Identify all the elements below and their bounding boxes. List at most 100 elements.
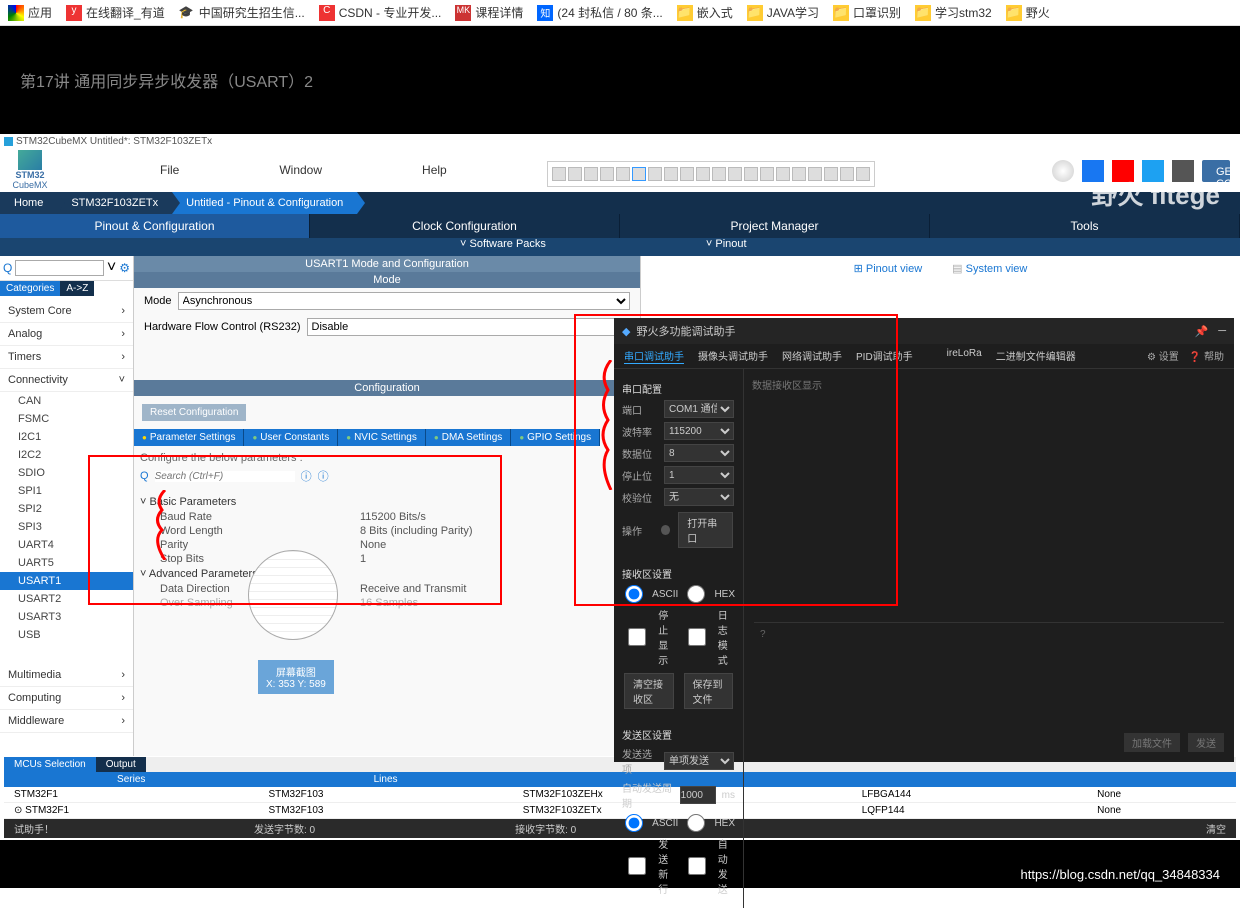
tool-icon[interactable] [808, 167, 822, 181]
bookmark-item[interactable]: MK课程详情 [455, 4, 523, 21]
tab-project[interactable]: Project Manager [620, 214, 930, 238]
cfg-tab[interactable]: Parameter Settings [134, 429, 244, 446]
period-input[interactable] [680, 786, 716, 804]
tool-icon[interactable] [680, 167, 694, 181]
bookmark-item[interactable]: 知(24 封私信 / 80 条... [537, 4, 662, 21]
help-link[interactable]: ❓ 帮助 [1189, 348, 1224, 363]
tool-tab[interactable]: ireLoRa [947, 348, 982, 364]
mcu-tab[interactable]: MCUs Selection [4, 757, 96, 772]
reset-button[interactable]: Reset Configuration [142, 404, 246, 421]
tool-tab[interactable]: 二进制文件编辑器 [996, 348, 1076, 364]
tree-item[interactable]: USART3 [0, 608, 133, 626]
tool-icon[interactable] [760, 167, 774, 181]
tree-item-selected[interactable]: USART1 [0, 572, 133, 590]
info-icon[interactable]: ⓘ [301, 468, 312, 484]
pin-icon[interactable]: 📌 [1195, 325, 1209, 338]
tree-item[interactable]: CAN [0, 392, 133, 410]
tool-icon[interactable] [664, 167, 678, 181]
mode-select[interactable]: Asynchronous [178, 292, 630, 310]
minimize-icon[interactable]: ─ [1218, 325, 1226, 338]
tree-group[interactable]: Timers› [0, 346, 133, 369]
tx-option-select[interactable]: 单项发送 [664, 752, 734, 770]
categories-tab[interactable]: Categories [0, 281, 60, 296]
tool-icon[interactable] [616, 167, 630, 181]
dropdown-icon[interactable]: ˅ [107, 259, 116, 277]
tree-item[interactable]: USART2 [0, 590, 133, 608]
settings-link[interactable]: ⚙ 设置 [1147, 348, 1179, 363]
cfg-tab[interactable]: User Constants [244, 429, 338, 446]
stopbits-select[interactable]: 1 [664, 466, 734, 484]
bookmark-folder[interactable]: 📁野火 [1006, 4, 1050, 21]
tool-icon[interactable] [648, 167, 662, 181]
cfg-tab[interactable]: GPIO Settings [511, 429, 600, 446]
tool-tab[interactable]: 串口调试助手 [624, 348, 684, 364]
breadcrumb-item[interactable]: Untitled - Pinout & Configuration [172, 192, 357, 214]
tree-group[interactable]: Analog› [0, 323, 133, 346]
port-select[interactable]: COM1 通信▾ [664, 400, 734, 418]
tree-group[interactable]: Connectivity˅ [0, 369, 133, 392]
tree-group[interactable]: Multimedia› [0, 664, 133, 687]
info-icon[interactable]: ⓘ [318, 468, 329, 484]
tree-item[interactable]: SPI1 [0, 482, 133, 500]
bookmark-folder[interactable]: 📁口罩识别 [833, 4, 901, 21]
tree-item[interactable]: SDIO [0, 464, 133, 482]
bookmark-folder[interactable]: 📁学习stm32 [915, 4, 992, 21]
param-section[interactable]: ˅ Advanced Parameters [140, 566, 634, 582]
pinout-view-toggle[interactable]: ⊞ Pinout view [854, 262, 923, 275]
search-icon[interactable]: Q [3, 261, 12, 275]
bookmark-item[interactable]: CCSDN - 专业开发... [319, 4, 442, 21]
tree-item[interactable]: SPI2 [0, 500, 133, 518]
baud-select[interactable]: 115200 [664, 422, 734, 440]
tool-icon[interactable] [568, 167, 582, 181]
cfg-tab[interactable]: DMA Settings [426, 429, 511, 446]
load-file-button[interactable]: 加载文件 [1124, 733, 1180, 752]
tree-group[interactable]: Middleware› [0, 710, 133, 733]
bookmark-folder[interactable]: 📁嵌入式 [677, 4, 733, 21]
param-search[interactable] [155, 471, 295, 482]
output-tab[interactable]: Output [96, 757, 146, 772]
tree-item[interactable]: UART4 [0, 536, 133, 554]
tx-ascii-radio[interactable] [622, 814, 646, 832]
menu-window[interactable]: Window [279, 163, 322, 177]
open-port-button[interactable]: 打开串口 [678, 512, 733, 548]
databits-select[interactable]: 8 [664, 444, 734, 462]
tool-icon[interactable] [600, 167, 614, 181]
tree-item[interactable]: I2C1 [0, 428, 133, 446]
tree-item[interactable]: UART5 [0, 554, 133, 572]
parity-select[interactable]: 无 [664, 488, 734, 506]
save-file-button[interactable]: 保存到文件 [684, 673, 734, 709]
menu-file[interactable]: File [160, 163, 179, 177]
menu-help[interactable]: Help [422, 163, 447, 177]
send-button[interactable]: 发送 [1188, 733, 1224, 752]
tool-icon[interactable] [856, 167, 870, 181]
tool-icon[interactable] [632, 167, 646, 181]
breadcrumb-item[interactable]: STM32F103ZETx [57, 192, 172, 214]
stop-display-check[interactable] [622, 628, 652, 646]
ascii-radio[interactable] [622, 585, 646, 603]
st-icon[interactable] [1052, 160, 1074, 182]
tool-tab[interactable]: 摄像头调试助手 [698, 348, 768, 364]
tree-group[interactable]: Computing› [0, 687, 133, 710]
bookmark-item[interactable]: y在线翻译_有道 [66, 4, 165, 21]
tree-item[interactable]: FSMC [0, 410, 133, 428]
log-mode-check[interactable] [682, 628, 712, 646]
param-section[interactable]: ˅ Basic Parameters [140, 494, 634, 510]
tree-item[interactable]: SPI3 [0, 518, 133, 536]
tool-icon[interactable] [776, 167, 790, 181]
breadcrumb-item[interactable]: Home [0, 192, 57, 214]
bookmark-folder[interactable]: 📁JAVA学习 [747, 4, 819, 21]
tool-icon[interactable] [728, 167, 742, 181]
tree-group[interactable]: System Core› [0, 300, 133, 323]
search-icon[interactable]: Q [140, 470, 149, 482]
tool-icon[interactable] [584, 167, 598, 181]
tool-icon[interactable] [696, 167, 710, 181]
tool-icon[interactable] [744, 167, 758, 181]
subtab-pinout[interactable]: Pinout [706, 238, 747, 256]
tool-tab[interactable]: 网络调试助手 [782, 348, 842, 364]
tool-icon[interactable] [840, 167, 854, 181]
cfg-tab[interactable]: NVIC Settings [338, 429, 426, 446]
apps-button[interactable]: 应用 [8, 4, 52, 21]
tx-hex-radio[interactable] [684, 814, 708, 832]
tree-item[interactable]: USB [0, 626, 133, 644]
bookmark-item[interactable]: 🎓中国研究生招生信... [179, 4, 305, 21]
